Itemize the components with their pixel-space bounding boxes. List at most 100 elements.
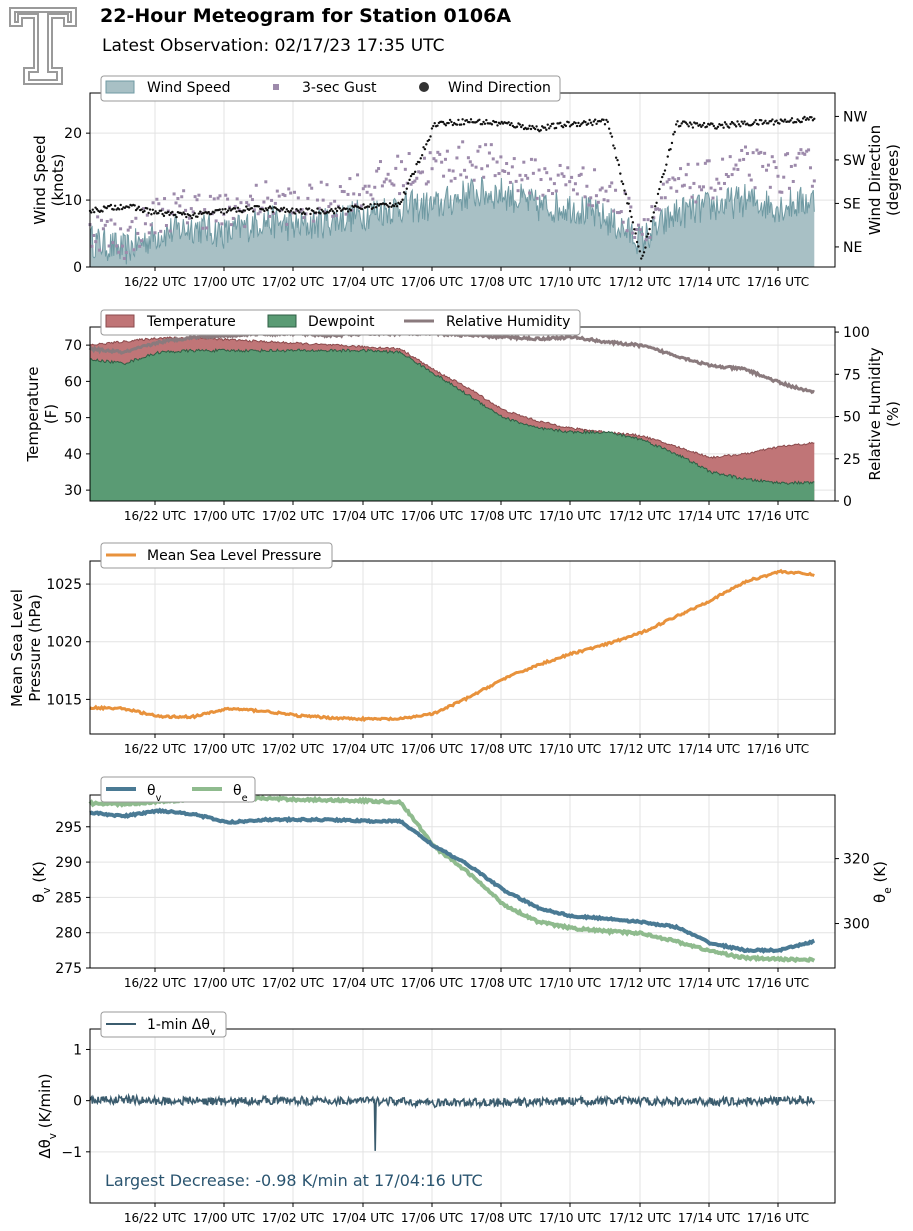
wind-direction-point	[613, 147, 616, 150]
gust-point	[780, 190, 784, 194]
wind-direction-point	[413, 170, 417, 174]
gust-point	[690, 195, 694, 199]
wind-direction-point	[468, 121, 471, 124]
wind-direction-point	[723, 121, 727, 124]
gust-point	[197, 193, 201, 197]
wind-direction-point	[196, 215, 199, 218]
gust-point	[514, 179, 518, 183]
wind-direction-point	[462, 123, 466, 126]
x-tick-label: 17/14 UTC	[678, 1211, 740, 1225]
wind-direction-point	[690, 123, 693, 126]
gust-point	[677, 177, 681, 181]
gust-point	[329, 202, 333, 206]
gust-point	[443, 157, 447, 161]
gust-point	[168, 229, 172, 233]
gust-point	[126, 228, 130, 232]
gust-point	[633, 235, 637, 239]
wind-direction-point	[137, 205, 141, 209]
wind-direction-point	[574, 121, 577, 125]
gust-point	[791, 179, 795, 183]
wind-direction-point	[757, 123, 760, 126]
wind-direction-point	[727, 126, 731, 129]
gust-point	[445, 149, 449, 153]
gust-point	[766, 163, 770, 167]
wind-direction-point	[415, 162, 418, 166]
gust-point	[531, 171, 535, 175]
gust-point	[120, 244, 124, 248]
gust-point	[187, 216, 191, 220]
wind-direction-point	[197, 212, 201, 215]
gust-point	[256, 212, 260, 216]
gust-point	[424, 182, 428, 186]
wind-direction-point	[623, 189, 626, 192]
gust-point	[258, 210, 262, 214]
gust-point	[510, 165, 514, 169]
gust-point	[560, 172, 564, 176]
x-tick-label: 17/14 UTC	[678, 976, 740, 990]
wind-direction-point	[408, 178, 411, 182]
gust-point	[600, 186, 604, 190]
x-tick-label: 16/22 UTC	[124, 509, 186, 523]
wind-direction-point	[118, 208, 121, 211]
wind-direction-point	[725, 123, 728, 126]
gust-point	[271, 211, 275, 215]
gust-point	[549, 177, 553, 181]
wind-direction-point	[333, 211, 336, 215]
wind-direction-point	[800, 120, 803, 124]
gust-point	[721, 157, 725, 161]
chart-subtitle: Latest Observation: 02/17/23 17:35 UTC	[102, 36, 445, 56]
gust-point	[615, 211, 619, 215]
wind-direction-point	[190, 216, 194, 220]
pressure-panel: 16/22 UTC 17/00 UTC 17/02 UTC 17/04 UTC 17/0…	[8, 542, 836, 756]
gust-point	[157, 202, 161, 206]
wind-direction-point	[185, 215, 188, 219]
x-tick-label: 17/00 UTC	[193, 275, 255, 289]
y2-tick-label: 300	[843, 917, 870, 933]
gust-point	[363, 184, 367, 188]
x-tick-label: 17/10 UTC	[539, 742, 601, 756]
y-tick-label: 295	[55, 820, 82, 836]
gust-point	[688, 186, 692, 190]
delta-theta-v-line	[89, 1092, 816, 1151]
wind-direction-point	[166, 210, 170, 214]
wind-direction-point	[401, 198, 404, 201]
gust-point	[659, 196, 663, 200]
gust-point	[178, 204, 182, 208]
y2-axis-label: θe (K)	[871, 861, 894, 903]
gust-point	[768, 185, 772, 189]
gust-point	[787, 186, 791, 190]
wind-direction-point	[705, 125, 709, 128]
wind-direction-point	[460, 123, 463, 126]
wind-direction-point	[233, 207, 237, 210]
gust-point	[185, 221, 189, 225]
wind-direction-point	[457, 118, 460, 122]
gust-point	[352, 192, 356, 196]
gust-point	[608, 184, 612, 188]
wind-direction-point	[575, 124, 579, 128]
gust-point	[270, 198, 274, 202]
dewpoint-line	[89, 347, 815, 485]
wind-speed-area	[90, 177, 815, 267]
gust-point	[279, 208, 283, 212]
wind-direction-point	[637, 245, 640, 248]
temperature-panel: 16/22 UTC 17/00 UTC 17/02 UTC 17/04 UTC 17/0…	[24, 309, 902, 523]
gust-point	[325, 183, 329, 187]
gust-point	[499, 155, 503, 159]
x-tick-label: 17/06 UTC	[401, 1211, 463, 1225]
gust-point	[371, 197, 375, 201]
gust-point	[602, 198, 606, 202]
wind-direction-point	[783, 118, 787, 121]
wind-direction-point	[268, 205, 272, 208]
gust-point	[786, 152, 790, 156]
wind-direction-point	[635, 240, 639, 244]
x-tick-label: 17/12 UTC	[609, 976, 671, 990]
wind-direction-point	[331, 209, 335, 213]
gust-point	[111, 241, 115, 245]
gust-point	[99, 218, 103, 222]
gust-point	[193, 195, 197, 199]
wind-direction-point	[168, 213, 171, 217]
wind-direction-point	[398, 202, 402, 206]
gust-point	[384, 177, 388, 181]
wind-direction-point	[520, 125, 523, 129]
